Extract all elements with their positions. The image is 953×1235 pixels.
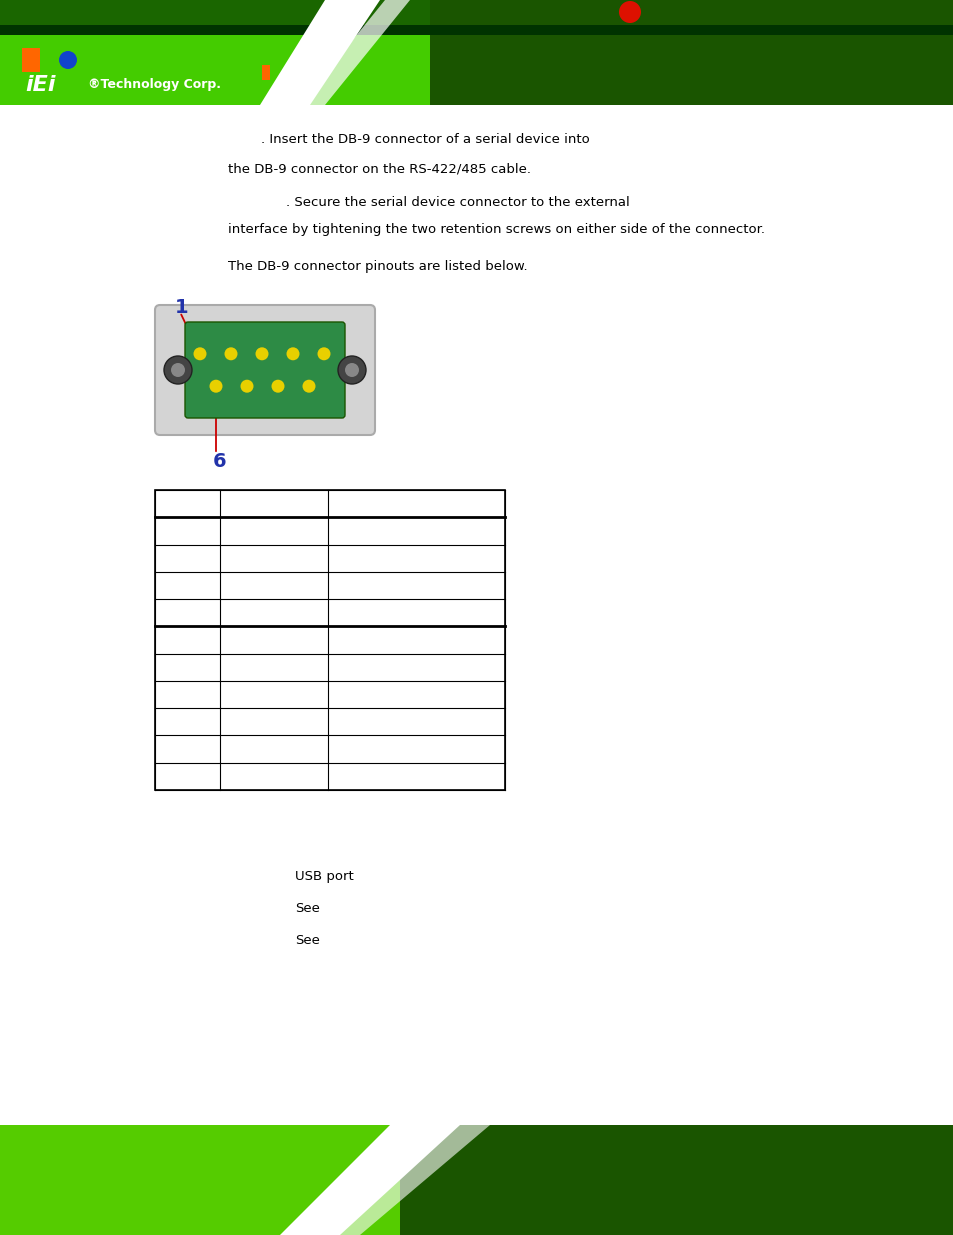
Bar (154, 490, 504, 790)
Polygon shape (260, 0, 379, 105)
Text: 1: 1 (174, 298, 189, 317)
Circle shape (618, 1, 640, 23)
Circle shape (240, 379, 253, 393)
Text: iEi: iEi (25, 75, 55, 95)
Text: the DB-9 connector on the RS-422/485 cable.: the DB-9 connector on the RS-422/485 cab… (228, 163, 531, 177)
Text: The DB-9 connector pinouts are listed below.: The DB-9 connector pinouts are listed be… (228, 261, 527, 273)
Circle shape (337, 356, 366, 384)
Bar (0, 1186, 953, 1235)
Bar (22, 48, 40, 72)
Bar (0, 0, 953, 25)
Circle shape (171, 363, 185, 377)
Circle shape (193, 347, 206, 361)
Circle shape (210, 379, 222, 393)
Bar (0, 1125, 399, 1235)
Bar (430, 0, 953, 105)
Text: interface by tightening the two retention screws on either side of the connector: interface by tightening the two retentio… (228, 224, 764, 236)
Bar (399, 1125, 953, 1235)
Circle shape (286, 347, 299, 361)
Text: See: See (294, 902, 319, 915)
Circle shape (224, 347, 237, 361)
Polygon shape (330, 1125, 490, 1235)
Circle shape (345, 363, 358, 377)
Text: See: See (294, 934, 319, 947)
Text: . Secure the serial device connector to the external: . Secure the serial device connector to … (286, 196, 629, 209)
Text: ®Technology Corp.: ®Technology Corp. (88, 78, 221, 91)
Polygon shape (280, 1125, 459, 1235)
Circle shape (164, 356, 192, 384)
Circle shape (272, 379, 284, 393)
Text: 6: 6 (213, 452, 227, 471)
Polygon shape (299, 0, 410, 105)
Circle shape (302, 379, 315, 393)
Bar (262, 65, 270, 80)
Bar (0, 0, 953, 105)
FancyBboxPatch shape (185, 322, 345, 417)
Bar (0, 25, 953, 35)
Text: . Insert the DB-9 connector of a serial device into: . Insert the DB-9 connector of a serial … (261, 133, 589, 146)
Circle shape (59, 51, 77, 69)
Circle shape (317, 347, 330, 361)
Text: USB port: USB port (294, 869, 354, 883)
FancyBboxPatch shape (154, 305, 375, 435)
Circle shape (255, 347, 268, 361)
